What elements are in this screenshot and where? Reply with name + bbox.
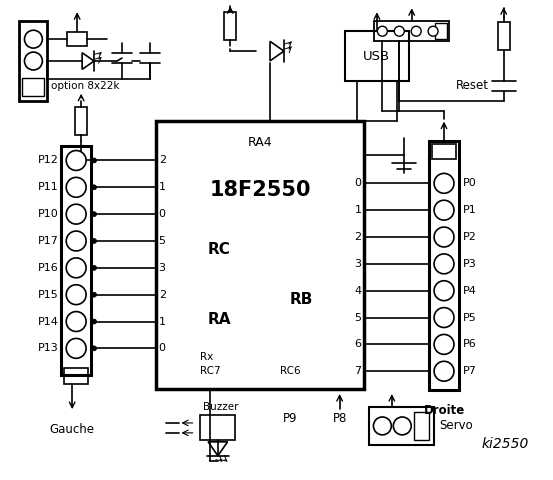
Text: RB: RB: [289, 292, 313, 307]
Circle shape: [66, 178, 86, 197]
Circle shape: [434, 227, 454, 247]
Text: 1: 1: [159, 182, 166, 192]
Circle shape: [66, 258, 86, 278]
Text: P11: P11: [38, 182, 58, 192]
Circle shape: [92, 212, 97, 216]
Text: P15: P15: [38, 290, 58, 300]
Text: P17: P17: [38, 236, 58, 246]
Circle shape: [92, 319, 97, 324]
Circle shape: [377, 26, 387, 36]
Text: RC: RC: [207, 242, 230, 257]
Text: 7: 7: [354, 366, 362, 376]
Bar: [67, 32, 87, 46]
Bar: [225, 12, 236, 40]
Text: 0: 0: [354, 179, 362, 188]
Bar: [64, 368, 88, 384]
Circle shape: [434, 335, 454, 354]
Text: P7: P7: [463, 366, 477, 376]
Circle shape: [66, 285, 86, 305]
Text: USB: USB: [363, 49, 390, 62]
Bar: [345, 31, 409, 81]
Bar: [414, 412, 429, 440]
Bar: [75, 107, 87, 134]
Text: P10: P10: [38, 209, 58, 219]
Bar: [19, 21, 48, 101]
Circle shape: [92, 185, 97, 190]
Circle shape: [434, 361, 454, 381]
Circle shape: [66, 312, 86, 332]
Bar: [61, 145, 91, 375]
Circle shape: [434, 200, 454, 220]
Text: 3: 3: [159, 263, 166, 273]
Text: P4: P4: [463, 286, 477, 296]
Circle shape: [24, 52, 43, 70]
Text: 2: 2: [159, 290, 166, 300]
Circle shape: [92, 158, 97, 163]
Circle shape: [92, 346, 97, 351]
Bar: [369, 407, 434, 445]
Circle shape: [66, 231, 86, 251]
Text: P5: P5: [463, 312, 477, 323]
Text: Droite: Droite: [424, 404, 465, 417]
Text: 1: 1: [354, 205, 362, 215]
Circle shape: [24, 30, 43, 48]
Circle shape: [92, 265, 97, 270]
Circle shape: [66, 338, 86, 358]
Circle shape: [428, 26, 438, 36]
Circle shape: [411, 26, 421, 36]
Text: Servo: Servo: [439, 420, 473, 432]
Bar: [432, 144, 456, 159]
Text: P13: P13: [38, 343, 58, 353]
Text: RA: RA: [207, 312, 231, 327]
Text: 6: 6: [354, 339, 362, 349]
Text: RC6: RC6: [280, 366, 301, 376]
Text: 4: 4: [354, 286, 362, 296]
Text: option 8x22k: option 8x22k: [51, 81, 120, 91]
Circle shape: [434, 281, 454, 300]
Circle shape: [66, 204, 86, 224]
Text: P8: P8: [332, 412, 347, 425]
Circle shape: [373, 417, 392, 435]
Circle shape: [92, 239, 97, 243]
Circle shape: [394, 26, 404, 36]
Circle shape: [92, 292, 97, 297]
Text: 1: 1: [159, 316, 166, 326]
Text: 5: 5: [159, 236, 166, 246]
Text: 3: 3: [354, 259, 362, 269]
Text: Rx: Rx: [200, 352, 213, 362]
Text: Reset: Reset: [456, 79, 489, 92]
Text: 5: 5: [354, 312, 362, 323]
Text: Gauche: Gauche: [50, 423, 95, 436]
Bar: [200, 415, 235, 440]
Circle shape: [434, 254, 454, 274]
Text: P9: P9: [283, 412, 297, 425]
Text: P6: P6: [463, 339, 477, 349]
Text: 2: 2: [354, 232, 362, 242]
Text: ki2550: ki2550: [481, 437, 529, 451]
Text: 2: 2: [159, 156, 166, 166]
Circle shape: [393, 417, 411, 435]
Text: 18F2550: 18F2550: [210, 180, 311, 200]
Text: P3: P3: [463, 259, 477, 269]
Circle shape: [66, 151, 86, 170]
Bar: [156, 120, 364, 389]
Bar: [429, 141, 459, 390]
Text: RA4: RA4: [248, 136, 273, 149]
Bar: [23, 78, 44, 96]
Text: P12: P12: [38, 156, 58, 166]
Text: 0: 0: [159, 343, 166, 353]
Text: P2: P2: [463, 232, 477, 242]
Text: 0: 0: [159, 209, 166, 219]
Text: RC7: RC7: [200, 366, 221, 376]
Bar: [435, 23, 447, 39]
Text: P16: P16: [38, 263, 58, 273]
Bar: [374, 21, 449, 41]
Text: P1: P1: [463, 205, 477, 215]
Circle shape: [434, 308, 454, 327]
Text: P14: P14: [38, 316, 58, 326]
Text: Buzzer: Buzzer: [202, 402, 238, 412]
Text: P0: P0: [463, 179, 477, 188]
Bar: [498, 22, 510, 50]
Circle shape: [434, 173, 454, 193]
